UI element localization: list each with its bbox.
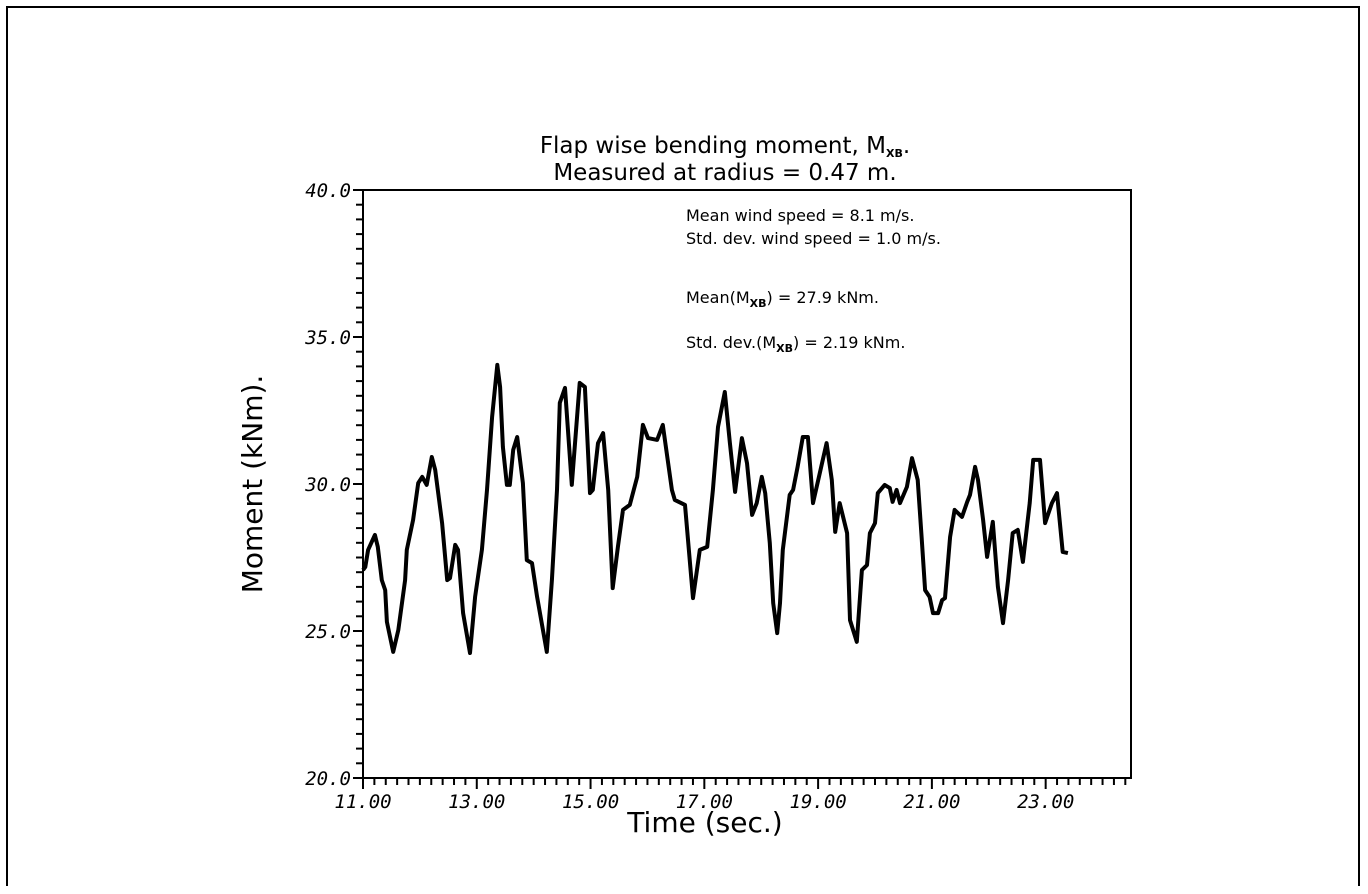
x-tick-label: 11.00 — [334, 791, 391, 813]
annotation-text: Mean(M — [686, 288, 750, 307]
annotation-text: Mean wind speed = 8.1 m/s. — [686, 206, 914, 225]
y-tick-label: 30.0 — [304, 474, 351, 496]
y-axis-label: Moment (kNm). — [236, 375, 269, 594]
statistics-annotations: Mean wind speed = 8.1 m/s. Std. dev. wind… — [686, 206, 941, 355]
chart-title-line1: Flap wise bending moment, MXB. — [540, 133, 910, 160]
figure-border — [6, 6, 1360, 886]
plot-area — [362, 189, 1132, 779]
y-tick-label: 25.0 — [305, 621, 351, 643]
annotation-subscript: XB — [776, 342, 793, 355]
x-tick-label: 15.00 — [562, 791, 619, 813]
annotation-text: ) = 27.9 kNm. — [767, 288, 879, 307]
annotation-text: ) = 2.19 kNm. — [793, 333, 905, 352]
y-tick-label: 35.0 — [304, 327, 351, 349]
annotation-text: Std. dev. wind speed = 1.0 m/s. — [686, 229, 941, 248]
title-suffix: . — [903, 133, 910, 159]
x-tick-label: 23.00 — [1017, 791, 1074, 813]
x-tick-label: 21.00 — [903, 791, 960, 813]
x-tick-label: 13.00 — [448, 791, 505, 813]
x-axis-label: Time (sec.) — [626, 806, 782, 839]
series-line — [361, 362, 1069, 655]
annotation-line: Std. dev. wind speed = 1.0 m/s. — [686, 229, 941, 248]
chart-title-line2: Measured at radius = 0.47 m. — [553, 160, 896, 186]
title-text: Flap wise bending moment, M — [540, 133, 886, 159]
annotation-subscript: XB — [750, 297, 767, 310]
y-tick-label: 40.0 — [305, 180, 351, 202]
y-tick-label: 20.0 — [305, 768, 351, 790]
annotation-line: Mean wind speed = 8.1 m/s. — [686, 206, 914, 225]
title-subscript: XB — [886, 147, 903, 160]
axis-ticks: 11.00 13.00 15.00 17.00 19.00 21.00 23.00 20.0 2… — [304, 180, 1127, 813]
x-tick-label: 19.00 — [790, 791, 847, 813]
x-tick-label: 17.00 — [676, 791, 733, 813]
annotation-line: Mean(MXB) = 27.9 kNm. — [686, 288, 879, 310]
annotation-line: Std. dev.(MXB) = 2.19 kNm. — [686, 333, 905, 355]
annotation-text: Std. dev.(M — [686, 333, 776, 352]
